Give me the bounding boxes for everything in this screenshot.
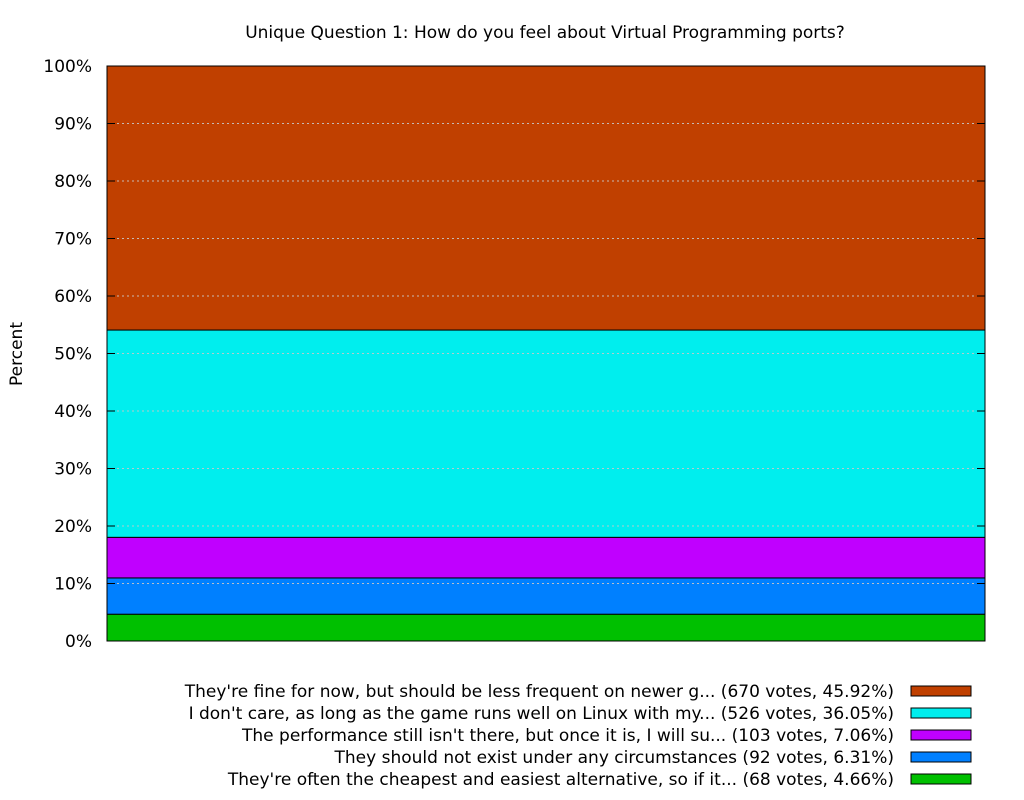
legend-swatch bbox=[910, 773, 972, 785]
y-tick-label: 80% bbox=[54, 172, 92, 192]
bar-segment-1 bbox=[106, 613, 986, 642]
y-axis-label: Percent bbox=[7, 322, 27, 386]
bar-segment-5 bbox=[106, 65, 986, 331]
y-tick-label: 70% bbox=[54, 230, 92, 250]
y-tick-label: 20% bbox=[54, 517, 92, 537]
legend-label: They should not exist under any circumst… bbox=[334, 748, 894, 768]
grid-layer bbox=[107, 123, 985, 584]
legend: They're fine for now, but should be less… bbox=[184, 682, 972, 790]
plot-frame bbox=[106, 65, 986, 642]
y-tick-label: 100% bbox=[43, 57, 92, 77]
y-tick-label: 10% bbox=[54, 575, 92, 595]
bar-segment-3 bbox=[106, 536, 986, 579]
y-tick-label: 0% bbox=[65, 632, 92, 652]
legend-label: They're fine for now, but should be less… bbox=[184, 682, 894, 702]
y-ticks: 0% 10% 20% 30% 40% 50% 60% 70% 80% 90% 100% bbox=[43, 57, 985, 652]
y-tick-label: 60% bbox=[54, 287, 92, 307]
legend-swatch bbox=[910, 751, 972, 763]
chart-title: Unique Question 1: How do you feel about… bbox=[245, 23, 845, 43]
legend-label: I don't care, as long as the game runs w… bbox=[189, 704, 894, 724]
legend-swatch bbox=[910, 685, 972, 697]
bar-segment-4 bbox=[106, 329, 986, 538]
y-tick-label: 50% bbox=[54, 345, 92, 365]
legend-label: They're often the cheapest and easiest a… bbox=[227, 770, 894, 790]
legend-swatch bbox=[910, 707, 972, 719]
bars-layer bbox=[106, 65, 986, 642]
y-tick-label: 90% bbox=[54, 115, 92, 135]
legend-label: The performance still isn't there, but o… bbox=[241, 726, 894, 746]
y-tick-label: 30% bbox=[54, 460, 92, 480]
legend-swatch bbox=[910, 729, 972, 741]
y-tick-label: 40% bbox=[54, 402, 92, 422]
